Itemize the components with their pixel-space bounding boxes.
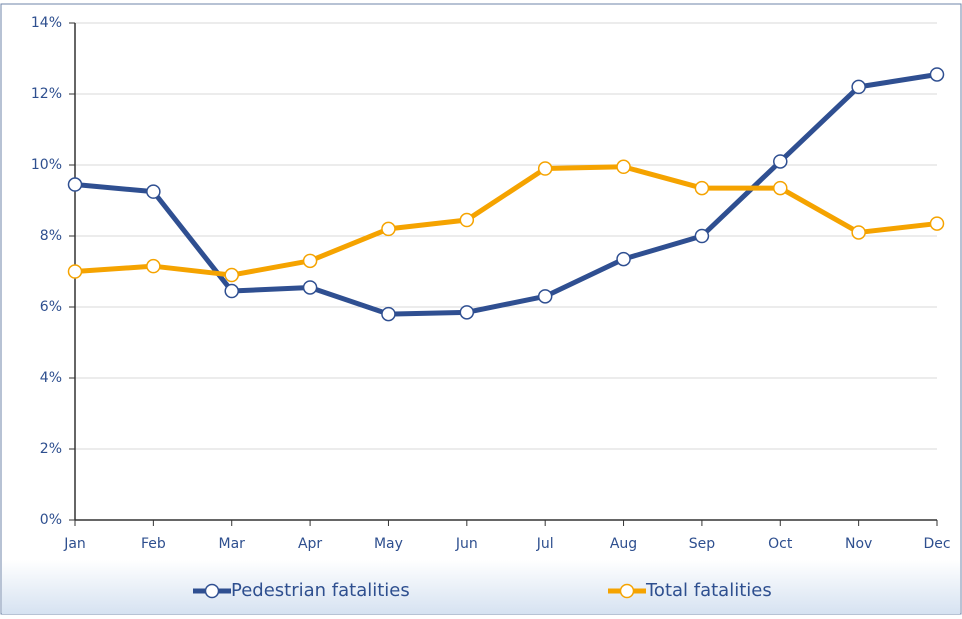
data-point [146, 184, 161, 199]
legend-swatch-marker [204, 583, 220, 599]
x-tick-label: Dec [923, 536, 950, 552]
y-tick-label: 4% [40, 370, 62, 386]
x-tick-label: Oct [768, 536, 793, 552]
y-tick-label: 2% [40, 441, 62, 457]
legend-item: Pedestrian fatalities [193, 580, 410, 601]
x-tick-label: Jul [536, 536, 554, 552]
x-tick-label: May [374, 536, 403, 552]
data-point [146, 258, 161, 274]
data-point [929, 216, 945, 231]
y-tick-label: 12% [31, 86, 62, 102]
data-point [537, 161, 553, 176]
legend-item: Total fatalities [608, 580, 772, 601]
data-point [773, 154, 788, 169]
data-point [929, 67, 945, 82]
data-point [67, 177, 83, 192]
data-point [694, 180, 710, 196]
data-point [537, 289, 553, 304]
data-point [616, 159, 631, 175]
legend-swatch-marker [619, 583, 635, 599]
legend-band [2, 560, 960, 614]
data-point [851, 79, 866, 95]
data-point [773, 180, 788, 196]
data-point [851, 225, 866, 240]
data-point [381, 221, 396, 237]
x-tick-label: Aug [610, 536, 637, 552]
x-tick-label: Feb [141, 536, 166, 552]
data-point [616, 251, 631, 267]
y-tick-label: 14% [31, 15, 62, 31]
series-line [74, 164, 938, 278]
x-tick-label: Jun [455, 536, 478, 552]
x-tick-label: Mar [219, 536, 246, 552]
x-tick-label: Sep [689, 536, 716, 552]
legend-label: Total fatalities [645, 580, 772, 601]
plot [67, 67, 945, 322]
data-point [459, 305, 475, 320]
data-point [224, 283, 239, 299]
y-tick-label: 6% [40, 299, 62, 315]
data-point [302, 253, 318, 269]
data-point [224, 267, 239, 283]
y-tick-label: 0% [40, 512, 62, 528]
data-point [302, 280, 318, 295]
legend-label: Pedestrian fatalities [231, 580, 410, 601]
legend: Pedestrian fatalities Total fatalities [193, 580, 772, 601]
data-point [459, 212, 475, 228]
data-point [381, 306, 396, 322]
x-tick-label: Jan [63, 536, 86, 552]
data-point [694, 228, 710, 244]
grid: 0% 2% 4% 6% 8% 10% 12% 14% Jan Feb Mar Apr May Jun Jul… [31, 15, 951, 552]
y-tick-label: 8% [40, 228, 62, 244]
x-tick-label: Nov [845, 536, 872, 552]
data-point [67, 264, 83, 279]
x-tick-label: Apr [298, 536, 322, 552]
y-tick-label: 10% [31, 157, 62, 173]
